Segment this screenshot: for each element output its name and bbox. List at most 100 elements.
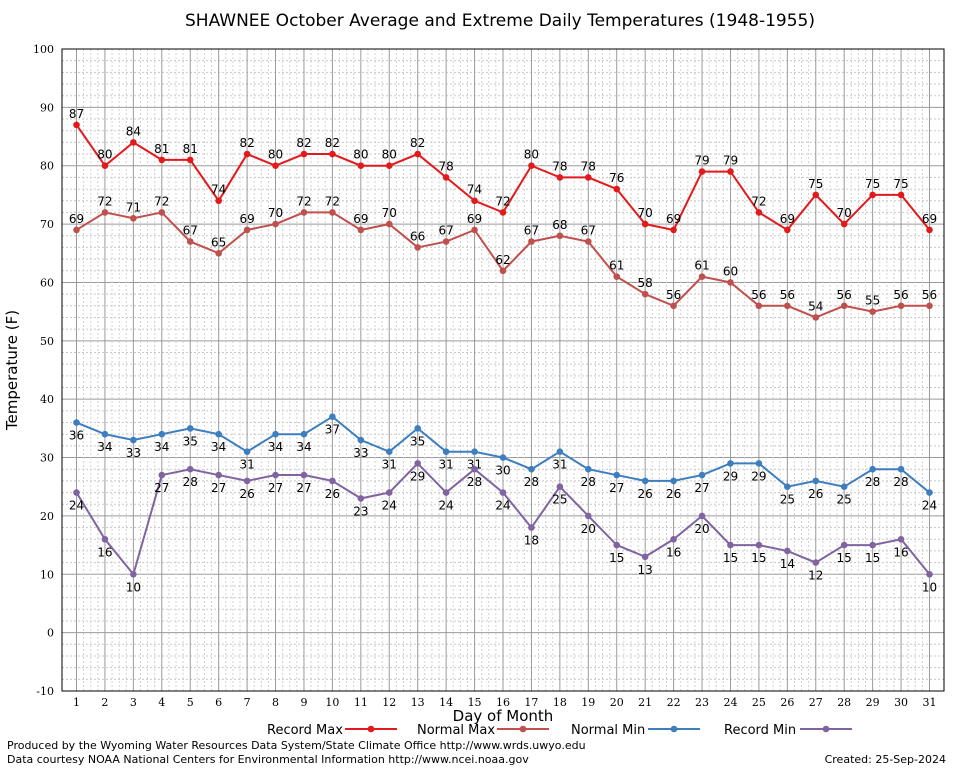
data-label: 72 (751, 194, 766, 208)
data-point (215, 471, 222, 479)
data-label: 80 (268, 148, 283, 162)
x-tick-label: 5 (187, 696, 194, 709)
data-label: 72 (325, 194, 340, 208)
x-tick-label: 15 (468, 696, 482, 709)
data-point (698, 471, 706, 479)
data-label: 26 (325, 487, 340, 501)
data-point (414, 150, 422, 158)
data-point (556, 174, 564, 181)
data-label: 26 (808, 487, 823, 501)
legend: Record Max Normal Max Normal Min Record Min (267, 723, 852, 738)
data-point (243, 226, 251, 234)
data-point (585, 174, 592, 181)
data-point (727, 279, 734, 286)
data-label: 28 (581, 475, 596, 489)
data-label: 13 (638, 563, 653, 577)
footer-produced-by: Produced by the Wyoming Water Resources … (7, 739, 586, 752)
data-point (926, 570, 933, 578)
data-point (101, 430, 109, 438)
data-point (385, 489, 393, 496)
data-label: 69 (780, 212, 795, 226)
x-tick-label: 11 (354, 696, 368, 709)
data-point (329, 150, 336, 158)
data-point (897, 465, 905, 473)
data-point (840, 220, 848, 228)
data-point (840, 302, 848, 310)
data-label: 67 (524, 224, 539, 238)
data-label: 69 (353, 212, 368, 226)
data-label: 70 (268, 206, 283, 220)
y-tick-label: 60 (40, 276, 54, 289)
x-tick-label: 8 (272, 696, 279, 709)
data-point (215, 249, 222, 257)
x-tick-label: 22 (667, 696, 681, 709)
data-label: 23 (353, 504, 368, 518)
footer-data-courtesy: Data courtesy NOAA National Centers for … (7, 753, 529, 766)
data-point (755, 541, 763, 549)
data-label: 30 (495, 464, 510, 478)
data-point (471, 226, 478, 234)
y-tick-label: 80 (40, 160, 54, 173)
y-tick-label: 30 (40, 452, 54, 465)
y-tick-label: 90 (40, 101, 54, 114)
data-point (442, 448, 450, 456)
data-point (556, 448, 564, 456)
data-label: 24 (382, 499, 397, 513)
data-point (812, 559, 820, 566)
x-tick-label: 20 (610, 696, 624, 709)
data-label: 69 (922, 212, 937, 226)
data-point (840, 541, 848, 549)
data-label: 69 (69, 212, 84, 226)
data-label: 56 (666, 288, 681, 302)
data-point (812, 314, 820, 321)
data-label: 28 (865, 475, 880, 489)
data-point (130, 570, 137, 578)
data-point (243, 477, 251, 485)
data-label: 10 (126, 580, 141, 594)
data-label: 81 (183, 142, 198, 156)
data-label: 56 (893, 288, 908, 302)
plot-frame (61, 48, 945, 692)
data-point (869, 465, 876, 473)
data-label: 20 (694, 522, 709, 536)
x-tick-label: 30 (894, 696, 908, 709)
data-label: 31 (438, 458, 453, 472)
data-point (727, 168, 734, 175)
data-label: 72 (495, 194, 510, 208)
data-label: 37 (325, 423, 340, 437)
x-tick-label: 9 (300, 696, 307, 709)
data-label: 67 (581, 224, 596, 238)
data-label: 16 (893, 545, 908, 559)
data-point (613, 185, 621, 193)
data-label: 75 (865, 177, 880, 191)
data-point (755, 209, 763, 216)
data-point (101, 162, 109, 170)
data-point (755, 460, 763, 467)
legend-swatch-marker (367, 725, 375, 733)
x-tick-label: 21 (638, 696, 652, 709)
data-label: 28 (183, 475, 198, 489)
data-label: 75 (808, 177, 823, 191)
x-tick-label: 14 (439, 696, 453, 709)
data-point (812, 477, 820, 485)
data-point (528, 524, 535, 531)
legend-swatch-marker (670, 725, 678, 733)
data-point (698, 168, 706, 175)
x-tick-label: 19 (581, 696, 595, 709)
legend-swatch-marker (519, 725, 527, 733)
series-normal-max: 69 72 71 72 67 65 69 70 72 72 69 70 66 67 69 62 67 68 67 61… (69, 194, 937, 321)
plot-grid (62, 48, 944, 692)
data-label: 82 (296, 136, 311, 150)
y-tick-label: 70 (40, 218, 54, 231)
data-point (926, 226, 933, 234)
data-label: 27 (154, 481, 169, 495)
data-point (357, 226, 365, 234)
data-label: 18 (524, 534, 539, 548)
data-label: 78 (552, 159, 567, 173)
data-label: 70 (638, 206, 653, 220)
data-point (414, 460, 422, 467)
series-normal-min: 36 34 33 34 35 34 31 34 34 37 33 31 35 31 31 30 28 31 28 27… (69, 413, 937, 513)
data-label: 31 (467, 458, 482, 472)
data-point (442, 489, 450, 496)
data-label: 68 (552, 218, 567, 232)
